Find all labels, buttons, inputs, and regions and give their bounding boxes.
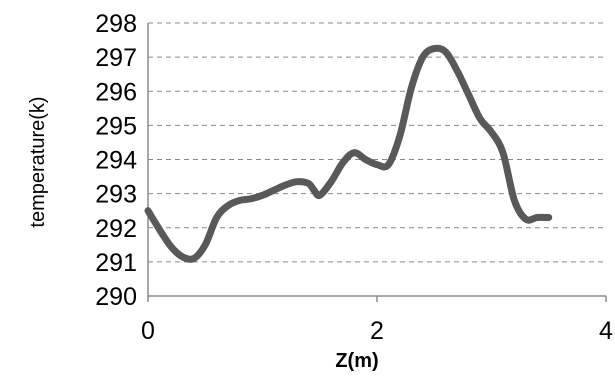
gridlines [148, 22, 606, 263]
series-line [144, 44, 553, 263]
y-tick-label: 295 [95, 112, 137, 140]
y-tick-labels: 290 291 292 293 294 295 296 297 298 [95, 10, 137, 311]
y-tick-label: 296 [95, 78, 137, 106]
x-tick-labels: 0 2 4 [141, 296, 613, 345]
y-tick-label: 293 [95, 181, 137, 209]
y-tick-label: 297 [95, 44, 137, 72]
x-tick-label: 2 [370, 317, 384, 345]
x-tick-label: 4 [599, 317, 613, 345]
y-tick-label: 292 [95, 215, 137, 243]
x-axis-title: Z(m) [335, 350, 378, 372]
y-tick-label: 291 [95, 249, 137, 277]
y-tick-label: 290 [95, 283, 137, 311]
y-axis-title: temperature(k) [27, 96, 49, 227]
y-tick-label: 298 [95, 10, 137, 38]
y-tick-label: 294 [95, 147, 137, 175]
series-lines [144, 44, 553, 263]
x-tick-label: 0 [141, 317, 155, 345]
